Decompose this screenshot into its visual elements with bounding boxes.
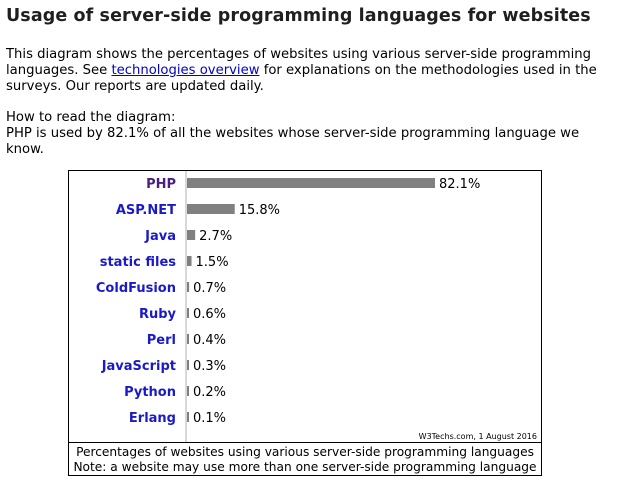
howto-text: PHP is used by 82.1% of all the websites… (6, 126, 580, 157)
value-label-ruby: 0.6% (193, 307, 226, 322)
intro-text-after: for explanations on the methodologies us… (6, 63, 597, 94)
bar-python (187, 386, 189, 396)
value-label-python: 0.2% (193, 385, 226, 400)
bar-label-asp-net[interactable]: ASP.NET (116, 203, 176, 218)
technologies-overview-link[interactable]: technologies overview (111, 63, 260, 78)
chart-credit: W3Techs.com, 1 August 2016 (419, 432, 537, 441)
chart-container: PHP 82.1% ASP.NET 15.8% Java 2.7% static files… (68, 170, 542, 476)
bar-perl (187, 334, 189, 344)
bar-label-erlang[interactable]: Erlang (129, 411, 176, 426)
intro-text-before: This diagram shows the percentages of we… (6, 47, 592, 78)
bar-label-perl[interactable]: Perl (147, 333, 176, 348)
bar-javascript (187, 360, 189, 370)
intro-paragraph: This diagram shows the percentages of we… (6, 47, 606, 95)
bar-label-python[interactable]: Python (124, 385, 176, 400)
value-label-erlang: 0.1% (193, 411, 226, 426)
bar-ruby (187, 308, 189, 318)
bar-chart: PHP 82.1% ASP.NET 15.8% Java 2.7% static files… (96, 171, 537, 442)
value-label-coldfusion: 0.7% (193, 281, 226, 296)
bar-label-java[interactable]: Java (144, 229, 176, 244)
value-label-php: 82.1% (439, 177, 480, 192)
value-label-javascript: 0.3% (193, 359, 226, 374)
bar-asp-net (187, 204, 235, 214)
howto-heading: How to read the diagram: (6, 110, 176, 125)
bar-label-coldfusion[interactable]: ColdFusion (96, 281, 176, 296)
bar-label-static-files[interactable]: static files (100, 255, 177, 270)
bar-php (187, 178, 435, 188)
page-title: Usage of server-side programming languag… (6, 6, 591, 26)
value-label-java: 2.7% (199, 229, 232, 244)
chart-caption-line1: Percentages of websites using various se… (76, 445, 534, 459)
bar-label-php[interactable]: PHP (146, 177, 176, 192)
bar-static-files (187, 256, 192, 266)
howto-paragraph: How to read the diagram: PHP is used by 8… (6, 110, 586, 158)
value-label-perl: 0.4% (193, 333, 226, 348)
chart-caption: Percentages of websites using various se… (69, 442, 541, 476)
bar-label-javascript[interactable]: JavaScript (101, 359, 176, 374)
bar-java (187, 230, 196, 240)
bar-label-ruby[interactable]: Ruby (139, 307, 177, 322)
value-label-static-files: 1.5% (196, 255, 229, 270)
bar-coldfusion (187, 282, 190, 292)
bar-erlang (187, 412, 189, 422)
value-label-asp-net: 15.8% (239, 203, 280, 218)
chart-caption-line2: Note: a website may use more than one se… (73, 460, 537, 474)
